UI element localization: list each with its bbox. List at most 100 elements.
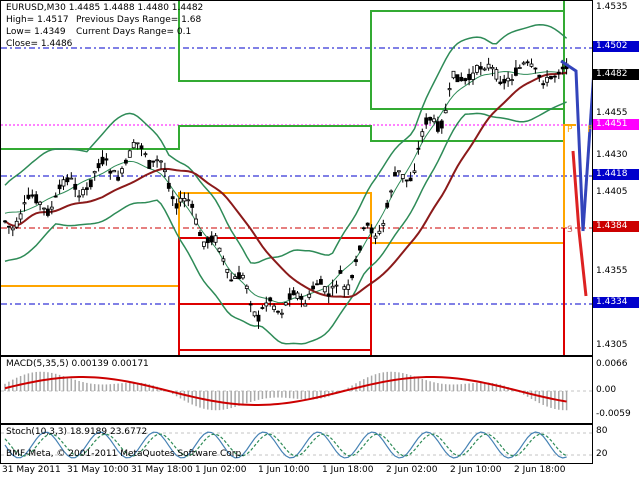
pivot-level-label: P F <box>567 125 592 136</box>
candle-body <box>549 75 553 80</box>
price-marker-support: 1.4384 <box>593 221 639 232</box>
price-chart-pane[interactable]: EURUSD,M30 1.4485 1.4488 1.4480 1.4482 H… <box>0 0 593 356</box>
candle-body <box>260 307 265 309</box>
candle-body <box>264 302 269 307</box>
candle-body <box>408 177 413 182</box>
candle-body <box>404 179 409 182</box>
candle-body <box>178 197 183 203</box>
candle-body <box>330 285 335 289</box>
price-tick: 1.4305 <box>596 340 628 350</box>
candle-body <box>276 310 280 313</box>
stoch-tick: 80 <box>596 426 608 436</box>
candle-body <box>131 141 136 149</box>
candle-body <box>10 227 15 231</box>
candle-body <box>506 77 511 82</box>
candle-body <box>365 222 370 226</box>
low-label: Low= 1.4349 <box>6 27 66 37</box>
stochastic-label: Stoch(10,3,3) 18.9189 23.6772 <box>6 427 148 437</box>
time-label: 1 Jun 10:00 <box>258 465 310 475</box>
price-tick: 1.4535 <box>596 2 628 12</box>
candle-body <box>486 63 491 69</box>
candle-body <box>240 274 245 279</box>
candle-body <box>354 259 358 263</box>
range-box-red <box>178 303 372 355</box>
candle-body <box>42 207 46 210</box>
candle-body <box>342 286 347 290</box>
candle-body <box>361 227 366 230</box>
price-tick: 1.4430 <box>596 150 628 160</box>
candle-body <box>498 81 503 84</box>
candle-body <box>170 196 175 200</box>
candle-body <box>233 276 238 279</box>
candle-body <box>377 230 382 234</box>
candle-body <box>315 283 319 286</box>
candle-body <box>92 171 97 174</box>
candle-body <box>69 177 74 180</box>
candle-body <box>46 208 50 216</box>
candle-body <box>420 131 425 137</box>
candle-body <box>182 198 187 202</box>
candle-body <box>521 62 526 65</box>
candle-body <box>38 201 42 205</box>
candle-body <box>478 66 483 70</box>
time-label: 31 May 2011 <box>2 465 61 475</box>
candle-body <box>108 170 113 174</box>
macd-tick: 0.0066 <box>596 359 628 369</box>
candle-body <box>311 285 316 290</box>
candle-body <box>447 88 452 91</box>
stochastic-pane[interactable]: Stoch(10,3,3) 18.9189 23.6772 BMF-Meta, … <box>0 424 593 464</box>
time-label: 2 Jun 10:00 <box>450 465 502 475</box>
candle-body <box>553 75 557 78</box>
candle-body <box>432 118 436 123</box>
candle-body <box>525 61 530 64</box>
time-label: 31 May 10:00 <box>67 465 129 475</box>
candle-body <box>229 279 234 282</box>
candle-body <box>53 195 58 198</box>
price-marker-resistance: 1.4502 <box>593 41 639 52</box>
support-level-label: S <box>567 225 573 235</box>
bollinger-lower <box>4 101 567 345</box>
candle-body <box>159 160 163 163</box>
candle-body <box>14 220 19 228</box>
high-label: High= 1.4517 <box>6 15 69 25</box>
candle-body <box>124 159 128 164</box>
candle-body <box>104 158 109 161</box>
macd-tick: 0.00 <box>596 385 617 395</box>
candle-body <box>268 297 273 302</box>
candle-body <box>307 293 312 298</box>
candle-body <box>556 71 561 75</box>
candle-body <box>517 67 522 69</box>
candle-body <box>77 195 81 198</box>
candle-body <box>248 303 253 306</box>
candle-body <box>443 109 448 114</box>
candle-body <box>510 79 514 81</box>
candle-body <box>155 159 160 162</box>
candle-body <box>490 66 495 70</box>
symbol-label: EURUSD,M30 <box>6 3 66 13</box>
price-axis[interactable]: 1.4535 1.4455 1.4430 1.4405 1.4355 1.430… <box>593 0 640 464</box>
candle-body <box>174 203 179 209</box>
macd-pane[interactable]: MACD(5,35,5) 0.00139 0.00171 <box>0 356 593 424</box>
candle-body <box>127 150 132 158</box>
candle-body <box>256 314 261 322</box>
candle-body <box>545 76 549 83</box>
candle-body <box>346 284 351 290</box>
price-tick: 1.4405 <box>596 187 628 197</box>
candle-body <box>389 190 394 193</box>
candle-body <box>474 65 479 73</box>
moving-average <box>4 71 567 299</box>
candle-body <box>85 187 89 190</box>
candle-body <box>120 168 124 174</box>
price-tick: 1.4455 <box>596 108 628 118</box>
candle-body <box>514 67 518 76</box>
candle-body <box>135 142 140 145</box>
time-label: 2 Jun 18:00 <box>514 465 566 475</box>
projection-line-blue <box>581 77 592 232</box>
candle-body <box>287 293 292 300</box>
candle-body <box>482 68 487 71</box>
projection-line-red <box>571 150 588 297</box>
candle-body <box>451 70 456 79</box>
candle-body <box>100 156 105 165</box>
candle-body <box>541 83 546 86</box>
candle-body <box>439 120 444 129</box>
